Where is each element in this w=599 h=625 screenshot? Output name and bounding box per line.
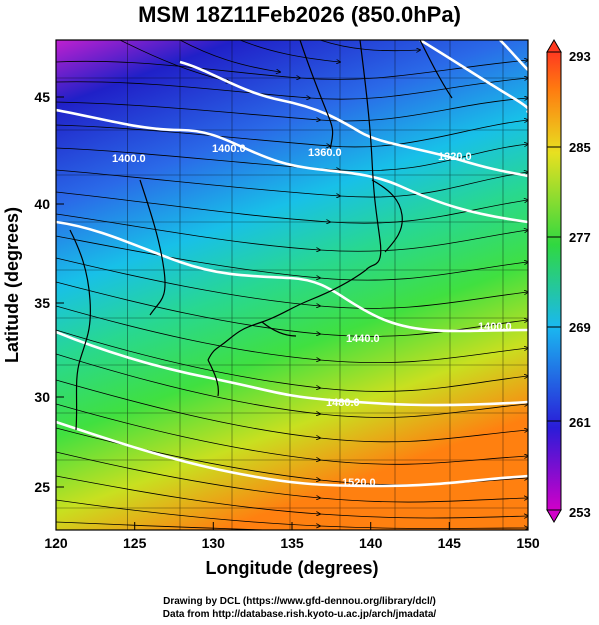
contour-label: 1360.0 <box>308 147 342 159</box>
colorbar-top-triangle <box>546 39 562 53</box>
y-tick-labels: 25 30 35 40 45 <box>34 89 50 495</box>
x-tick-label: 125 <box>123 535 147 551</box>
y-tick-label: 40 <box>34 196 50 212</box>
height-contours <box>56 40 528 488</box>
x-ticks <box>55 522 529 530</box>
contour-label: 1440.0 <box>346 333 380 345</box>
x-tick-label: 145 <box>438 535 462 551</box>
colorbar-bottom-triangle <box>546 509 562 523</box>
x-tick-label: 140 <box>359 535 383 551</box>
y-tick-label: 25 <box>34 479 50 495</box>
contour-label: 1320.0 <box>438 151 472 163</box>
y-tick-label: 30 <box>34 389 50 405</box>
x-axis-label: Longitude (degrees) <box>205 558 378 578</box>
contour-label: 1400.0 <box>478 321 512 333</box>
x-tick-labels: 120 125 130 135 140 145 150 <box>44 535 540 551</box>
coastlines <box>69 40 453 431</box>
colorbar: 253 261 269 277 285 293 <box>546 39 591 523</box>
y-ticks <box>56 96 64 488</box>
contour-label: 1400.0 <box>112 153 146 165</box>
colorbar-tick-label: 293 <box>569 49 591 64</box>
x-tick-label: 150 <box>516 535 540 551</box>
contour-label: 1520.0 <box>342 477 376 489</box>
contour-labels: 1400.0 1400.0 1360.0 1320.0 1400.0 1440.… <box>112 143 512 489</box>
colorbar-tick-label: 261 <box>569 415 591 430</box>
map-title: MSM 18Z11Feb2026 (850.0hPa) <box>138 2 461 27</box>
colorbar-tick-label: 285 <box>569 140 591 155</box>
x-tick-label: 130 <box>202 535 226 551</box>
contour-label: 1400.0 <box>212 143 246 155</box>
colorbar-tick-label: 277 <box>569 230 591 245</box>
colorbar-gradient <box>546 51 562 511</box>
credit-data: Data from http://database.rish.kyoto-u.a… <box>162 609 437 620</box>
y-tick-label: 45 <box>34 89 50 105</box>
contour-label: 1480.0 <box>326 397 360 409</box>
x-tick-label: 135 <box>280 535 304 551</box>
y-axis-label: Latitude (degrees) <box>2 207 22 363</box>
colorbar-tick-label: 269 <box>569 320 591 335</box>
x-tick-label: 120 <box>44 535 68 551</box>
credit-drawing: Drawing by DCL (https://www.gfd-dennou.o… <box>163 596 436 607</box>
y-tick-label: 35 <box>34 295 50 311</box>
colorbar-tick-label: 253 <box>569 505 591 520</box>
